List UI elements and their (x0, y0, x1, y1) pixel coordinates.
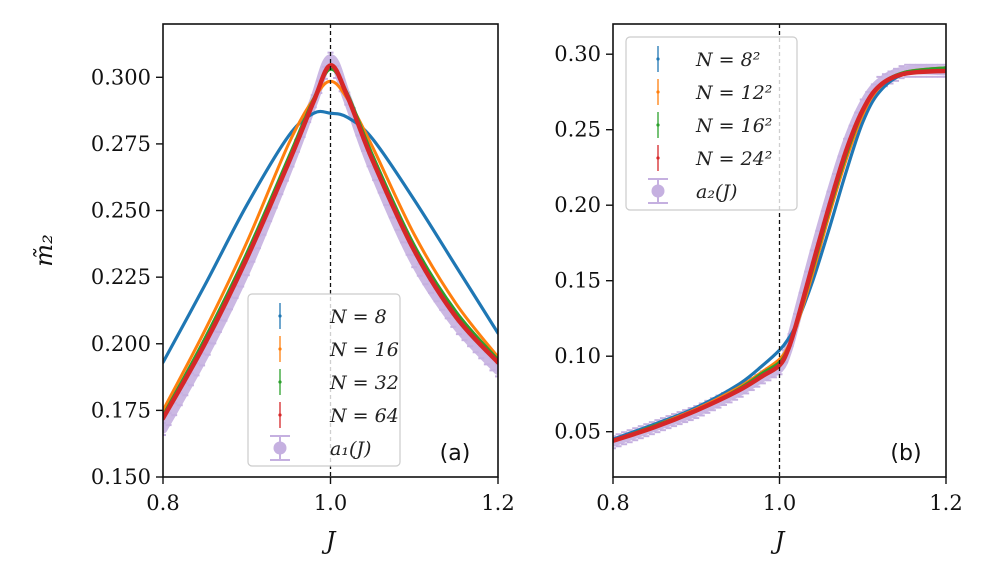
panel-label: (b) (890, 441, 921, 466)
legend-entry: N = 8 (278, 303, 387, 329)
x-axis-label: J (770, 527, 786, 555)
legend-label: a₂(J) (696, 181, 737, 203)
x-tick-label: 0.8 (596, 491, 629, 515)
legend-label: N = 16 (329, 339, 399, 361)
y-axis-label: m̃₂ (30, 234, 58, 266)
x-tick-label: 1.0 (314, 491, 347, 515)
x-tick-label: 0.8 (146, 491, 179, 515)
y-tick-label: 0.05 (554, 420, 601, 444)
y-tick-label: 0.15 (554, 269, 601, 293)
series-line-0-0 (163, 109, 498, 365)
series-line-0-4 (163, 54, 498, 434)
x-tick-label: 1.2 (929, 491, 962, 515)
legend-entry: N = 16² (656, 112, 772, 138)
legend-label: N = 8² (695, 49, 760, 71)
series-line-0-2 (163, 67, 498, 418)
y-tick-label: 0.225 (91, 265, 151, 289)
x-tick-label: 1.0 (763, 491, 796, 515)
y-tick-label: 0.250 (91, 199, 151, 223)
legend-entry: N = 32 (278, 369, 399, 395)
legend-marker-icon (278, 314, 282, 318)
legend-entry: N = 16 (278, 336, 399, 362)
legend-marker-icon (278, 380, 282, 384)
legend-label: N = 8 (329, 306, 387, 328)
y-tick-label: 0.30 (554, 42, 601, 66)
chart-panel-a: 0.150 0.175 0.200 0.225 0.250 0.275 0.300 0.8 1.… (30, 23, 515, 555)
legend-marker-icon (273, 441, 287, 455)
legend: N = 8² N = 12² N = 16² N = 24² a₂(J) (625, 36, 798, 211)
legend-marker-icon (278, 413, 282, 417)
legend-entry: N = 64 (278, 402, 399, 428)
legend-label: N = 16² (695, 115, 772, 137)
x-tick-label: 1.2 (481, 491, 514, 515)
legend-marker-icon (656, 90, 660, 94)
y-tick-label: 0.150 (91, 465, 151, 489)
y-tick-label: 0.10 (554, 344, 601, 368)
y-tick-label: 0.200 (91, 332, 151, 356)
legend-entry: a₂(J) (648, 178, 737, 204)
legend-box (625, 36, 798, 211)
legend-label: N = 32 (329, 372, 399, 394)
legend-box (247, 293, 401, 467)
panel-label: (a) (440, 441, 471, 466)
series-line-1-3 (613, 68, 946, 444)
legend-marker-icon (651, 184, 665, 198)
y-tick-label: 0.275 (91, 132, 151, 156)
legend: N = 8 N = 16 N = 32 N = 64 a₁(J) (247, 293, 401, 467)
legend-label: N = 64 (329, 405, 399, 427)
legend-marker-icon (278, 347, 282, 351)
legend-label: N = 24² (695, 148, 772, 170)
legend-marker-icon (656, 57, 660, 61)
plot-area (613, 63, 946, 450)
x-axis-label: J (321, 527, 337, 555)
legend-marker-icon (656, 156, 660, 160)
chart-panel-b: 0.05 0.10 0.15 0.20 0.25 0.30 0.8 1.0 1.2 J (b) N =… (554, 23, 963, 555)
plot-area (163, 51, 498, 437)
series-line-0-3 (163, 63, 498, 421)
y-tick-label: 0.175 (91, 398, 151, 422)
y-tick-label: 0.25 (554, 118, 601, 142)
legend-entry: N = 12² (656, 79, 772, 105)
legend-entry: N = 8² (656, 46, 760, 72)
legend-label: N = 12² (695, 82, 772, 104)
y-tick-label: 0.20 (554, 193, 601, 217)
y-tick-label: 0.300 (91, 65, 151, 89)
legend-marker-icon (656, 123, 660, 127)
legend-entry: a₁(J) (270, 435, 371, 461)
legend-entry: N = 24² (656, 145, 772, 171)
legend-label: a₁(J) (330, 438, 371, 460)
